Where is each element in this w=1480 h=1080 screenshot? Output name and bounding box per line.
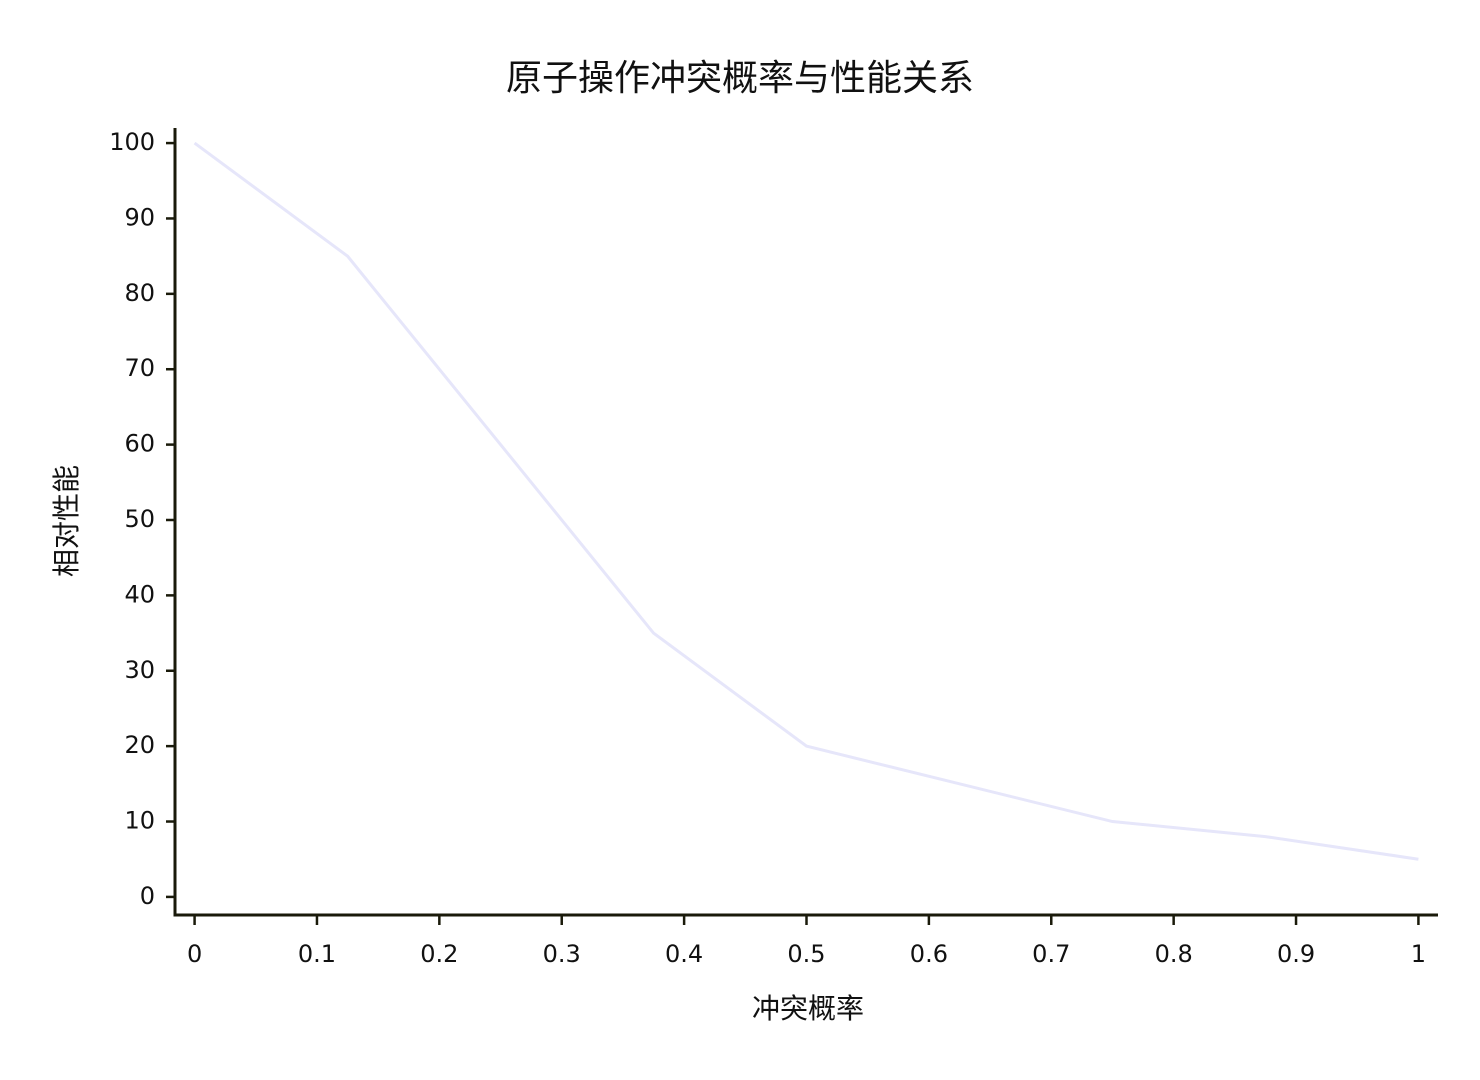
x-tick-label: 0.9 — [1277, 940, 1315, 968]
x-tick-label: 0.8 — [1155, 940, 1193, 968]
x-tick-label: 0.6 — [910, 940, 948, 968]
x-tick-label: 0.4 — [665, 940, 703, 968]
x-tick-label: 0.7 — [1032, 940, 1070, 968]
x-tick-label: 1 — [1411, 940, 1426, 968]
y-tick-label: 90 — [124, 203, 155, 231]
x-tick-label: 0 — [187, 940, 202, 968]
y-tick-label: 20 — [124, 731, 155, 759]
x-tick-label: 0.2 — [420, 940, 458, 968]
x-tick-label: 0.3 — [543, 940, 581, 968]
y-tick-label: 0 — [140, 882, 155, 910]
y-tick-label: 70 — [124, 354, 155, 382]
y-tick-label: 100 — [109, 128, 155, 156]
y-tick-label: 10 — [124, 807, 155, 835]
y-tick-label: 30 — [124, 656, 155, 684]
y-tick-label: 80 — [124, 279, 155, 307]
data-line — [193, 141, 1419, 861]
y-tick-label: 40 — [124, 580, 155, 608]
x-axis-label: 冲突概率 — [752, 992, 864, 1025]
x-tick-label: 0.5 — [787, 940, 825, 968]
y-axis-label: 相对性能 — [50, 465, 83, 577]
y-tick-label: 50 — [124, 505, 155, 533]
chart-title: 原子操作冲突概率与性能关系 — [506, 58, 974, 99]
y-tick-label: 60 — [124, 430, 155, 458]
x-tick-label: 0.1 — [298, 940, 336, 968]
